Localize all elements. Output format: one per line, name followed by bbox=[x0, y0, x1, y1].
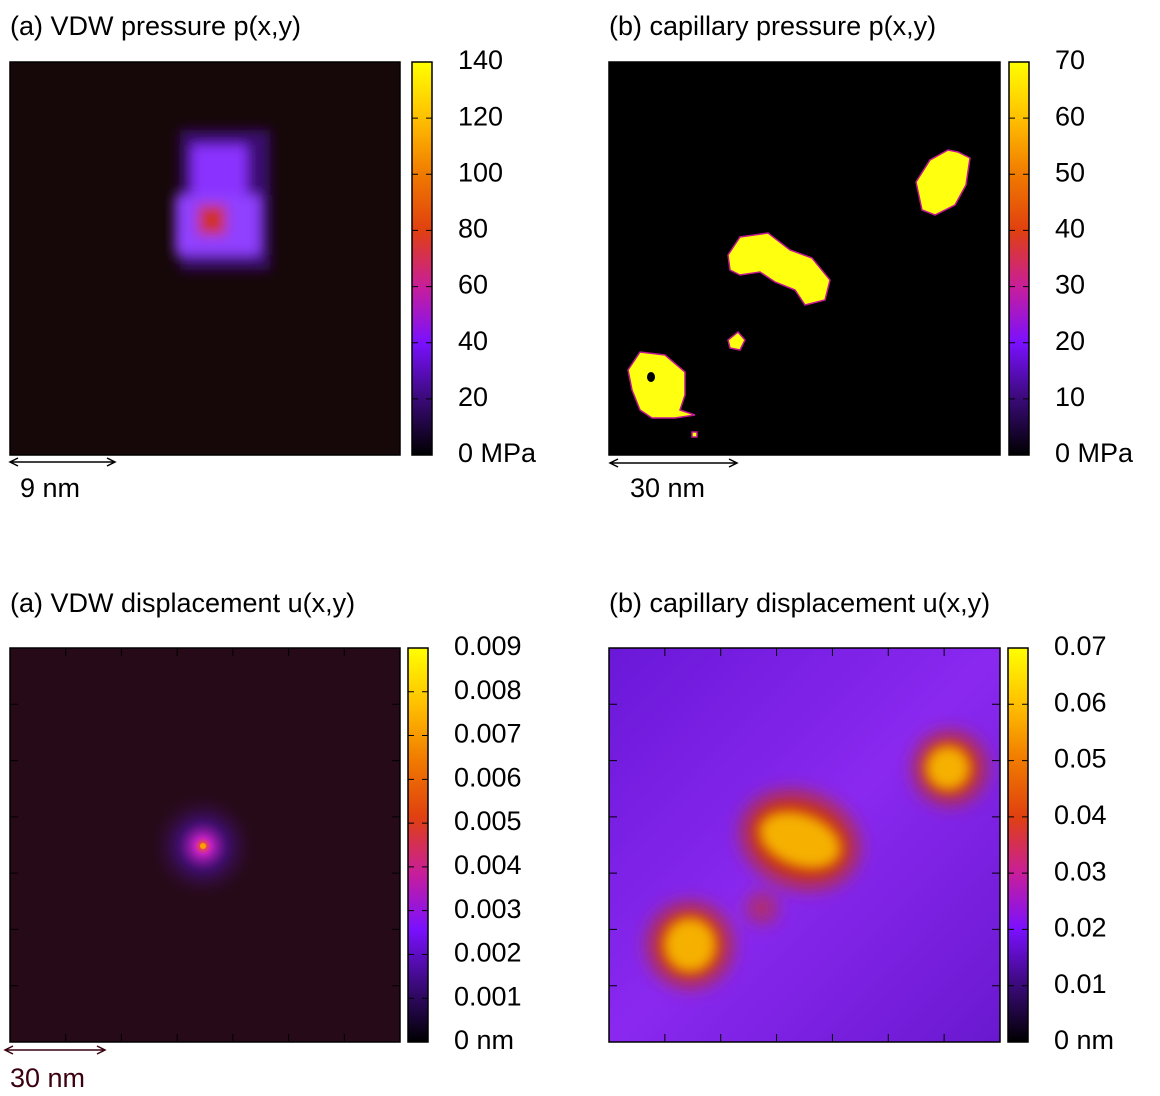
scale-bar bbox=[8, 457, 117, 467]
chart-title: (b) capillary displacement u(x,y) bbox=[609, 588, 990, 618]
scale-bar-label: 30 nm bbox=[630, 473, 705, 503]
plot-frame bbox=[608, 647, 1001, 1043]
scale-bar bbox=[3, 1045, 107, 1055]
colorbar-tick-label: 80 bbox=[458, 214, 488, 244]
colorbar-tick-label: 0 MPa bbox=[1055, 438, 1134, 468]
colorbar-tick-label: 0.006 bbox=[454, 762, 522, 792]
colorbar-tick-label: 0.007 bbox=[454, 719, 522, 749]
plot-frame bbox=[9, 647, 401, 1043]
colorbar-tick-label: 40 bbox=[1055, 214, 1085, 244]
colorbar bbox=[1008, 61, 1030, 456]
colorbar-tick-label: 0.005 bbox=[454, 806, 522, 836]
colorbar-tick-label: 40 bbox=[458, 326, 488, 356]
colorbar-tick-label: 0.009 bbox=[454, 631, 522, 661]
colorbar bbox=[407, 647, 429, 1043]
frame-tick bbox=[609, 648, 1000, 1042]
colorbar-tick-label: 100 bbox=[458, 157, 503, 187]
colorbar-tick-label: 10 bbox=[1055, 382, 1085, 412]
frame-tick bbox=[10, 648, 400, 1042]
colorbar-tick-label: 70 bbox=[1055, 45, 1085, 75]
colorbar-tick-label: 0.01 bbox=[1054, 969, 1107, 999]
heatmap-image bbox=[609, 62, 1000, 455]
frame-tick bbox=[10, 648, 400, 1042]
colorbar-tick-label: 60 bbox=[1055, 101, 1085, 131]
chart-title: (b) capillary pressure p(x,y) bbox=[609, 11, 936, 41]
colorbar-tick-label: 140 bbox=[458, 45, 503, 75]
frame-tick bbox=[609, 648, 1000, 1042]
colorbar-tick-label: 0 nm bbox=[1054, 1025, 1114, 1055]
colorbar-tick-label: 0.05 bbox=[1054, 744, 1107, 774]
plot-frame bbox=[608, 61, 1001, 456]
chart-title: (a) VDW displacement u(x,y) bbox=[10, 588, 355, 618]
scale-bar-label: 9 nm bbox=[20, 473, 80, 503]
colorbar-tick-label: 20 bbox=[1055, 326, 1085, 356]
frame-tick bbox=[609, 648, 1000, 1042]
heatmap-image bbox=[609, 648, 1000, 1042]
chart-title: (a) VDW pressure p(x,y) bbox=[10, 11, 301, 41]
heatmap-image bbox=[10, 648, 400, 1042]
colorbar-tick-label: 20 bbox=[458, 382, 488, 412]
colorbar-tick-label: 0.002 bbox=[454, 938, 522, 968]
colorbar-tick-label: 120 bbox=[458, 101, 503, 131]
frame-tick bbox=[10, 648, 400, 1042]
frame-tick bbox=[10, 648, 400, 1042]
colorbar-tick-label: 50 bbox=[1055, 157, 1085, 187]
colorbar-tick-label: 30 bbox=[1055, 270, 1085, 300]
colorbar-tick-label: 0.008 bbox=[454, 675, 522, 705]
colorbar-tick-label: 0.003 bbox=[454, 894, 522, 924]
colorbar bbox=[411, 61, 433, 456]
frame-tick bbox=[609, 648, 1000, 1042]
colorbar-tick-label: 60 bbox=[458, 270, 488, 300]
plot-frame bbox=[9, 61, 401, 456]
colorbar-tick-label: 0.06 bbox=[1054, 687, 1107, 717]
scale-bar-label: 30 nm bbox=[10, 1063, 85, 1093]
heatmap-image bbox=[10, 62, 400, 455]
colorbar-tick-label: 0.03 bbox=[1054, 856, 1107, 886]
frame-tick bbox=[609, 648, 1000, 1042]
colorbar bbox=[1007, 647, 1029, 1043]
colorbar-tick-label: 0.004 bbox=[454, 850, 522, 880]
colorbar-tick-label: 0.001 bbox=[454, 981, 522, 1011]
colorbar-tick-label: 0 nm bbox=[454, 1025, 514, 1055]
colorbar-tick-label: 0.07 bbox=[1054, 631, 1107, 661]
frame-tick bbox=[609, 648, 1000, 1042]
frame-tick bbox=[10, 648, 400, 1042]
colorbar-tick-label: 0.04 bbox=[1054, 800, 1107, 830]
scale-bar bbox=[608, 458, 739, 468]
colorbar-tick-label: 0.02 bbox=[1054, 913, 1107, 943]
frame-tick bbox=[10, 648, 400, 1042]
colorbar-tick-label: 0 MPa bbox=[458, 438, 537, 468]
